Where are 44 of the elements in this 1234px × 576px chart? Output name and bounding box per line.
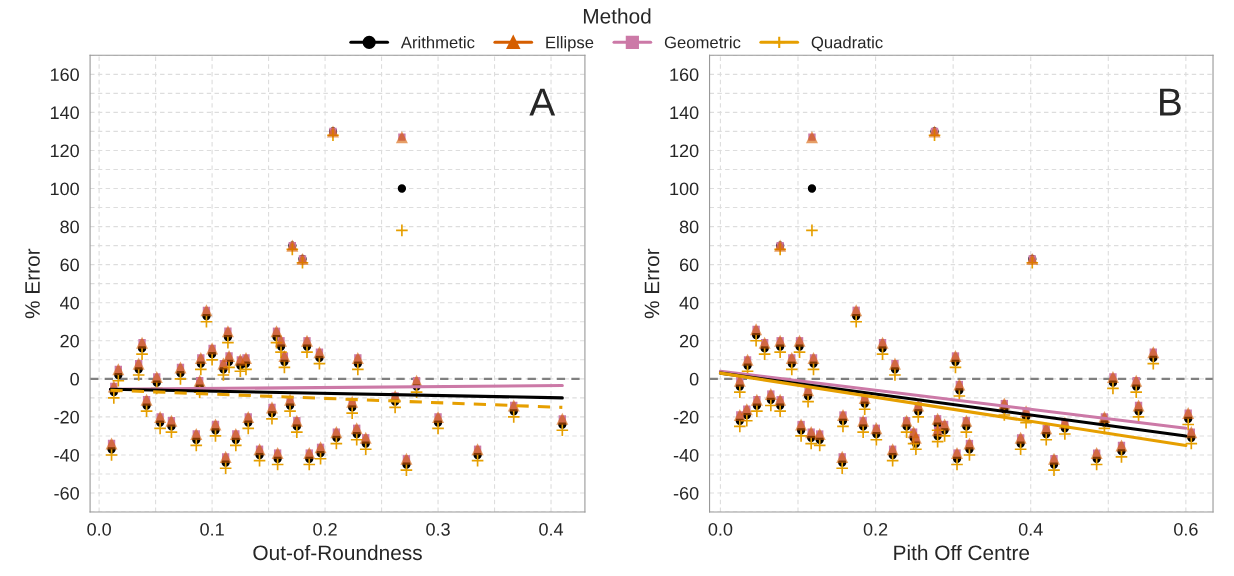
y-tick-label: -60 [673, 486, 699, 500]
y-tick-label: 80 [679, 220, 699, 234]
x-tick-label: 0.2 [313, 522, 337, 536]
y-tick-label: 60 [60, 258, 79, 272]
y-tick-label: -40 [54, 448, 79, 462]
y-tick-label: 160 [670, 68, 699, 82]
y-axis-title: % Error [644, 248, 660, 319]
legend-label: Geometric [664, 36, 741, 49]
y-tick-label: 40 [60, 296, 79, 310]
y-tick-label: 120 [670, 144, 699, 158]
x-tick-label: 0.3 [426, 522, 450, 536]
x-tick-label: 0.0 [87, 522, 111, 536]
y-tick-label: -60 [54, 486, 79, 500]
legend-label: Ellipse [546, 36, 594, 52]
y-tick-label: 20 [60, 334, 79, 348]
y-tick-label: 40 [679, 296, 699, 310]
y-tick-label: 100 [50, 182, 79, 196]
y-tick-label: -20 [54, 410, 79, 424]
legend-title: Method [583, 8, 651, 24]
x-tick-label: 0.6 [1174, 522, 1198, 536]
x-axis-title: Pith Off Centre [894, 544, 1030, 561]
x-axis-title: Out-of-Roundness [253, 544, 422, 561]
x-tick-label: 0.1 [200, 522, 224, 536]
annotation: B [1160, 88, 1181, 116]
y-tick-label: 60 [679, 258, 699, 272]
x-tick-label: 0.4 [539, 522, 564, 536]
y-tick-label: 120 [50, 144, 79, 158]
annotation: A [529, 88, 556, 116]
y-tick-label: 80 [60, 220, 79, 234]
y-tick-label: 20 [679, 334, 699, 348]
y-axis-title: % Error [25, 248, 40, 319]
y-tick-label: 140 [50, 106, 79, 120]
x-tick-label: 0.4 [1018, 522, 1043, 536]
y-tick-label: 100 [670, 182, 699, 196]
y-tick-label: -20 [673, 410, 699, 424]
y-tick-label: 160 [50, 68, 79, 82]
x-tick-label: 0.0 [708, 522, 733, 536]
y-tick-label: 140 [670, 106, 699, 120]
x-tick-label: 0.2 [863, 522, 888, 536]
legend-label: Quadratic [811, 36, 883, 52]
y-tick-label: -40 [673, 448, 699, 462]
legend-label: Arithmetic [400, 36, 475, 49]
y-tick-label: 0 [689, 372, 699, 386]
y-tick-label: 0 [70, 372, 79, 386]
